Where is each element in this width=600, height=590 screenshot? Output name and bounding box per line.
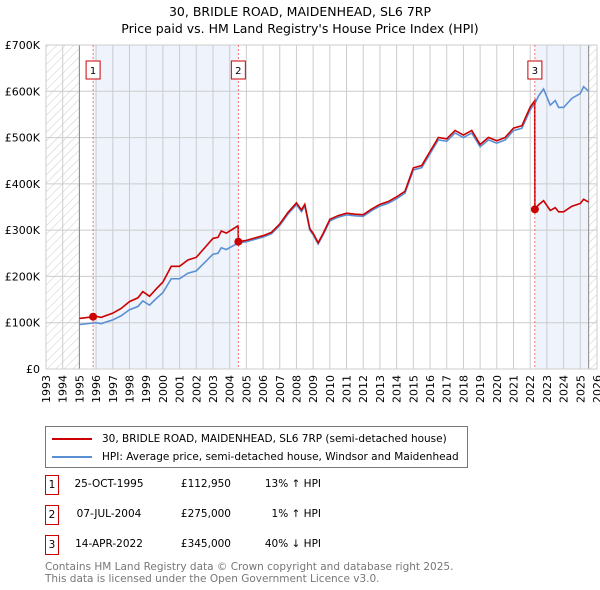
property-line bbox=[79, 98, 590, 320]
sale-point bbox=[530, 205, 539, 214]
subtitle: Price paid vs. HM Land Registry's House … bbox=[121, 21, 479, 36]
footer-line2: This data is licensed under the Open Gov… bbox=[45, 573, 380, 585]
y-tick-label: £600K bbox=[5, 85, 41, 98]
chart-legend: 30, BRIDLE ROAD, MAIDENHEAD, SL6 7RP (se… bbox=[45, 426, 468, 468]
x-tick-label: 2021 bbox=[508, 375, 521, 403]
footer-line1: Contains HM Land Registry data © Crown c… bbox=[45, 561, 454, 573]
property-legend-swatch bbox=[52, 438, 92, 440]
x-tick-label: 2011 bbox=[341, 375, 354, 403]
sale-label-box bbox=[527, 60, 543, 80]
x-tick-label: 1994 bbox=[57, 375, 70, 403]
property-legend-label: 30, BRIDLE ROAD, MAIDENHEAD, SL6 7RP (se… bbox=[102, 433, 447, 445]
x-tick-label: 1998 bbox=[123, 375, 136, 403]
x-tick-label: 2003 bbox=[207, 375, 220, 403]
x-tick-label: 1999 bbox=[140, 375, 153, 403]
x-tick-label: 2005 bbox=[240, 375, 253, 403]
sale-hpi-diff: 1% ↑ HPI bbox=[271, 508, 321, 520]
x-tick-label: 2023 bbox=[541, 375, 554, 403]
x-tick-label: 2007 bbox=[274, 375, 287, 403]
sale-label-box bbox=[85, 60, 101, 80]
hatched-range bbox=[588, 45, 597, 369]
sale-date: 25-OCT-1995 bbox=[74, 478, 144, 490]
x-tick-label: 2012 bbox=[357, 375, 370, 403]
plot-border bbox=[45, 44, 598, 370]
x-tick-label: 2000 bbox=[157, 375, 170, 403]
x-tick-label: 2006 bbox=[257, 375, 270, 403]
sale-point bbox=[234, 237, 243, 246]
x-tick-label: 2013 bbox=[374, 375, 387, 403]
x-tick-label: 2020 bbox=[491, 375, 504, 403]
sale-price: £275,000 bbox=[180, 508, 231, 520]
sale-label: 2 bbox=[235, 66, 241, 77]
y-tick-label: £700K bbox=[5, 39, 41, 52]
x-tick-label: 1997 bbox=[107, 375, 120, 403]
sale-label: 3 bbox=[532, 66, 538, 77]
y-tick-label: £200K bbox=[5, 270, 41, 283]
x-tick-label: 2015 bbox=[407, 375, 420, 403]
x-tick-label: 2019 bbox=[474, 375, 487, 403]
x-tick-label: 1996 bbox=[90, 375, 103, 403]
x-tick-label: 2010 bbox=[324, 375, 337, 403]
x-tick-label: 2017 bbox=[441, 375, 454, 403]
sale-label: 1 bbox=[90, 66, 96, 77]
sale-row: 2 07-JUL-2004 £275,000 1% ↑ HPI bbox=[45, 505, 345, 525]
sale-point bbox=[89, 312, 98, 321]
x-tick-label: 2014 bbox=[391, 375, 404, 403]
sale-number: 3 bbox=[45, 535, 59, 555]
chart-title: 30, BRIDLE ROAD, MAIDENHEAD, SL6 7RP Pri… bbox=[0, 3, 600, 37]
sale-row: 1 25-OCT-1995 £112,950 13% ↑ HPI bbox=[45, 475, 345, 495]
x-tick-label: 2001 bbox=[174, 375, 187, 403]
y-tick-label: £100K bbox=[5, 317, 41, 330]
x-tick-label: 2024 bbox=[558, 375, 571, 403]
shaded-range bbox=[93, 45, 239, 369]
hpi-legend-label: HPI: Average price, semi-detached house,… bbox=[102, 451, 459, 463]
sale-row: 3 14-APR-2022 £345,000 40% ↓ HPI bbox=[45, 535, 345, 555]
sale-price: £345,000 bbox=[180, 538, 231, 550]
x-tick-label: 2018 bbox=[457, 375, 470, 403]
sale-date: 14-APR-2022 bbox=[75, 538, 143, 550]
sale-number: 2 bbox=[45, 505, 59, 525]
sale-label-box bbox=[230, 60, 246, 80]
sale-date: 07-JUL-2004 bbox=[76, 508, 142, 520]
x-tick-label: 2026 bbox=[591, 375, 600, 403]
x-tick-label: 1995 bbox=[73, 375, 86, 403]
x-tick-label: 2022 bbox=[524, 375, 537, 403]
x-tick-label: 1993 bbox=[40, 375, 53, 403]
sale-price: £112,950 bbox=[180, 478, 231, 490]
y-tick-label: £500K bbox=[5, 132, 41, 145]
x-tick-label: 2025 bbox=[574, 375, 587, 403]
y-tick-label: £0 bbox=[26, 363, 40, 376]
x-tick-label: 2016 bbox=[424, 375, 437, 403]
y-tick-label: £400K bbox=[5, 178, 41, 191]
hpi-legend-swatch bbox=[52, 456, 92, 458]
title: 30, BRIDLE ROAD, MAIDENHEAD, SL6 7RP bbox=[168, 4, 431, 19]
shaded-range bbox=[534, 45, 589, 369]
footer: Contains HM Land Registry data © Crown c… bbox=[45, 561, 453, 585]
sale-hpi-diff: 13% ↑ HPI bbox=[264, 478, 321, 490]
x-tick-label: 2009 bbox=[307, 375, 320, 403]
x-tick-label: 2008 bbox=[290, 375, 303, 403]
x-tick-label: 2002 bbox=[190, 375, 203, 403]
x-tick-label: 2004 bbox=[224, 375, 237, 403]
y-tick-label: £300K bbox=[5, 224, 41, 237]
sale-number: 1 bbox=[45, 475, 59, 495]
sale-hpi-diff: 40% ↓ HPI bbox=[264, 538, 321, 550]
